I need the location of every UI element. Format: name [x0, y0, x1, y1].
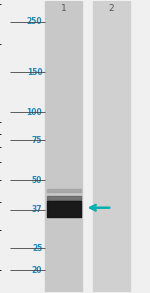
Text: 250: 250	[27, 17, 42, 26]
Bar	[93, 1, 130, 292]
Text: 1: 1	[61, 4, 67, 13]
Text: 25: 25	[32, 244, 42, 253]
Text: 50: 50	[32, 176, 42, 185]
Text: 37: 37	[32, 205, 42, 214]
Text: 100: 100	[27, 108, 42, 117]
Text: 20: 20	[32, 266, 42, 275]
Bar	[45, 1, 82, 292]
Text: 75: 75	[32, 136, 42, 145]
Text: 2: 2	[109, 4, 114, 13]
Text: 150: 150	[27, 68, 42, 76]
